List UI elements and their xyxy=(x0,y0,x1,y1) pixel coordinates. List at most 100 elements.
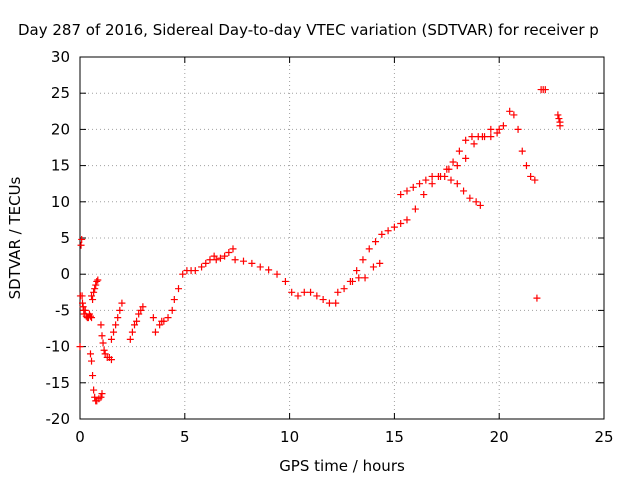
data-series xyxy=(149,245,237,336)
data-point xyxy=(487,125,495,133)
data-point xyxy=(137,306,145,314)
data-series xyxy=(88,276,102,304)
x-axis-ticks: 0 5 10 15 20 25 xyxy=(75,57,614,446)
data-point xyxy=(156,321,164,329)
data-point xyxy=(273,270,281,278)
data-point xyxy=(248,259,256,267)
data-point xyxy=(369,263,377,271)
grid-lines xyxy=(80,57,604,419)
data-point xyxy=(79,299,87,307)
data-point xyxy=(514,125,522,133)
data-point xyxy=(332,299,340,307)
data-point xyxy=(453,180,461,188)
data-series xyxy=(334,125,503,296)
data-point xyxy=(151,328,159,336)
y-tick-label: -20 xyxy=(46,410,71,428)
y-tick-label: 0 xyxy=(60,265,70,283)
y-tick-label: 25 xyxy=(51,84,70,102)
data-point xyxy=(510,111,518,119)
data-point xyxy=(397,220,405,228)
data-point xyxy=(441,172,449,180)
chart-title: Day 287 of 2016, Sidereal Day-to-day VTE… xyxy=(18,21,599,39)
data-point xyxy=(89,372,97,380)
data-point xyxy=(112,321,120,329)
y-axis-label: SDTVAR / TECUs xyxy=(6,176,24,299)
data-point xyxy=(472,198,480,206)
data-point xyxy=(79,303,87,311)
data-points xyxy=(76,86,564,405)
data-point xyxy=(359,256,367,264)
data-point xyxy=(499,122,507,130)
data-point xyxy=(168,306,176,314)
data-point xyxy=(447,176,455,184)
data-point xyxy=(325,299,333,307)
data-point xyxy=(229,245,237,253)
data-point xyxy=(428,172,436,180)
data-series xyxy=(397,172,484,209)
data-point xyxy=(210,252,218,260)
data-point xyxy=(397,191,405,199)
y-tick-label: 10 xyxy=(51,193,70,211)
data-point xyxy=(89,296,97,304)
data-point xyxy=(294,292,302,300)
data-point xyxy=(506,107,514,115)
x-tick-label: 0 xyxy=(75,428,85,446)
data-point xyxy=(522,162,530,170)
data-point xyxy=(88,292,96,300)
data-point xyxy=(91,285,99,293)
y-tick-label: -15 xyxy=(46,374,71,392)
data-series xyxy=(76,235,96,351)
data-point xyxy=(476,201,484,209)
data-point xyxy=(307,288,315,296)
y-tick-label: -10 xyxy=(46,338,71,356)
data-series xyxy=(348,259,384,285)
data-point xyxy=(372,238,380,246)
data-point xyxy=(288,288,296,296)
data-point xyxy=(107,356,115,364)
data-point xyxy=(518,147,526,155)
data-point xyxy=(198,263,206,271)
data-point xyxy=(493,129,501,137)
data-point xyxy=(416,180,424,188)
y-tick-label: 5 xyxy=(60,229,70,247)
data-point xyxy=(462,154,470,162)
data-point xyxy=(78,292,86,300)
data-point xyxy=(78,235,86,243)
data-point xyxy=(361,274,369,282)
data-point xyxy=(428,180,436,188)
data-point xyxy=(455,147,463,155)
data-point xyxy=(340,285,348,293)
data-series xyxy=(443,107,539,184)
data-point xyxy=(212,256,220,264)
data-point xyxy=(239,257,247,265)
data-point xyxy=(118,299,126,307)
data-point xyxy=(348,277,356,285)
data-point xyxy=(231,256,239,264)
data-point xyxy=(376,259,384,267)
data-point xyxy=(114,314,122,322)
data-point xyxy=(216,254,224,262)
data-point xyxy=(422,176,430,184)
data-point xyxy=(116,306,124,314)
data-point xyxy=(378,230,386,238)
data-point xyxy=(76,343,84,351)
data-point xyxy=(128,328,136,336)
x-tick-label: 20 xyxy=(490,428,509,446)
data-point xyxy=(281,277,289,285)
data-point xyxy=(434,172,442,180)
x-tick-label: 5 xyxy=(180,428,190,446)
data-point xyxy=(533,294,541,302)
data-point xyxy=(527,172,535,180)
data-point xyxy=(92,281,100,289)
data-point xyxy=(97,393,105,401)
data-point xyxy=(94,276,102,284)
data-point xyxy=(390,223,398,231)
data-point xyxy=(110,328,118,336)
x-tick-label: 25 xyxy=(594,428,613,446)
data-point xyxy=(353,267,361,275)
data-point xyxy=(420,191,428,199)
x-tick-label: 10 xyxy=(280,428,299,446)
data-point xyxy=(313,292,321,300)
data-point xyxy=(319,296,327,304)
data-point xyxy=(133,317,141,325)
